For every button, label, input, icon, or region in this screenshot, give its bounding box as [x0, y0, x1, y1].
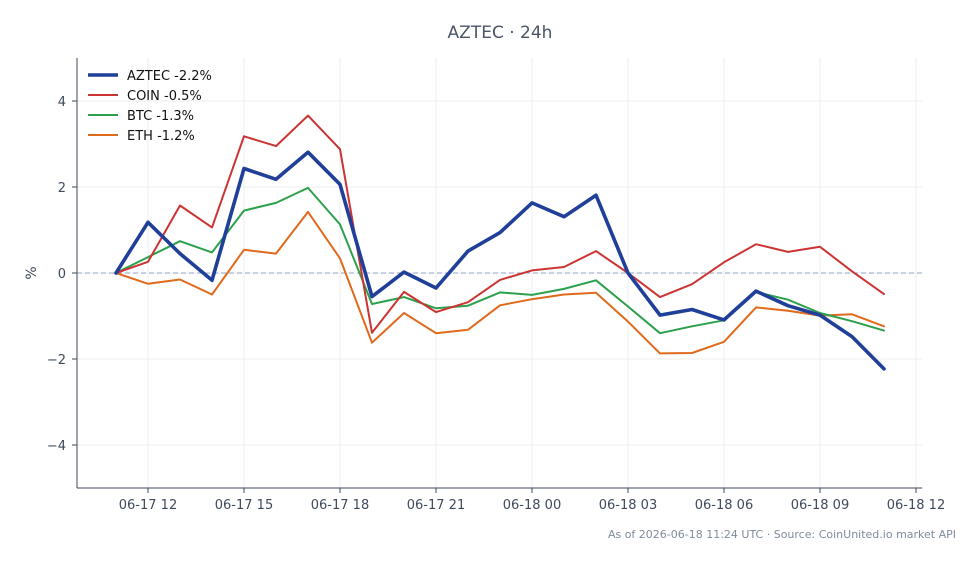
x-tick-label: 06-18 00: [503, 498, 561, 513]
chart-title: AZTEC · 24h: [448, 23, 553, 43]
y-tick-label: 2: [58, 181, 66, 196]
legend-label-btc: BTC -1.3%: [127, 109, 194, 124]
x-tick-label: 06-18 03: [599, 498, 657, 513]
x-tick-label: 06-18 06: [695, 498, 753, 513]
x-tick-label: 06-17 18: [311, 498, 369, 513]
y-axis-label: %: [24, 266, 40, 279]
x-tick-label: 06-17 12: [119, 498, 177, 513]
legend: AZTEC -2.2% COIN -0.5% BTC -1.3% ETH -1.2%: [88, 69, 212, 144]
y-tick-label: −4: [47, 439, 66, 454]
series-line-coin: [115, 114, 885, 334]
series-layer: [114, 114, 886, 371]
legend-label-coin: COIN -0.5%: [127, 89, 202, 104]
y-tick-label: −2: [47, 353, 66, 368]
legend-label-eth: ETH -1.2%: [127, 129, 195, 144]
x-tick-label: 06-18 09: [791, 498, 849, 513]
footer-source-note: As of 2026-06-18 11:24 UTC · Source: Coi…: [608, 528, 956, 541]
x-tick-label: 06-17 21: [407, 498, 465, 513]
axes-layer: −4 −2 0 2 4 06-17 12 06-17 15 06-17 18 06-17 21 0…: [47, 58, 945, 513]
y-tick-label: 0: [58, 267, 66, 282]
legend-label-aztec: AZTEC -2.2%: [127, 69, 212, 84]
x-tick-label: 06-18 12: [887, 498, 945, 513]
series-line-eth: [115, 210, 885, 355]
series-line-aztec: [114, 150, 886, 371]
y-tick-label: 4: [58, 95, 66, 110]
x-tick-label: 06-17 15: [215, 498, 273, 513]
